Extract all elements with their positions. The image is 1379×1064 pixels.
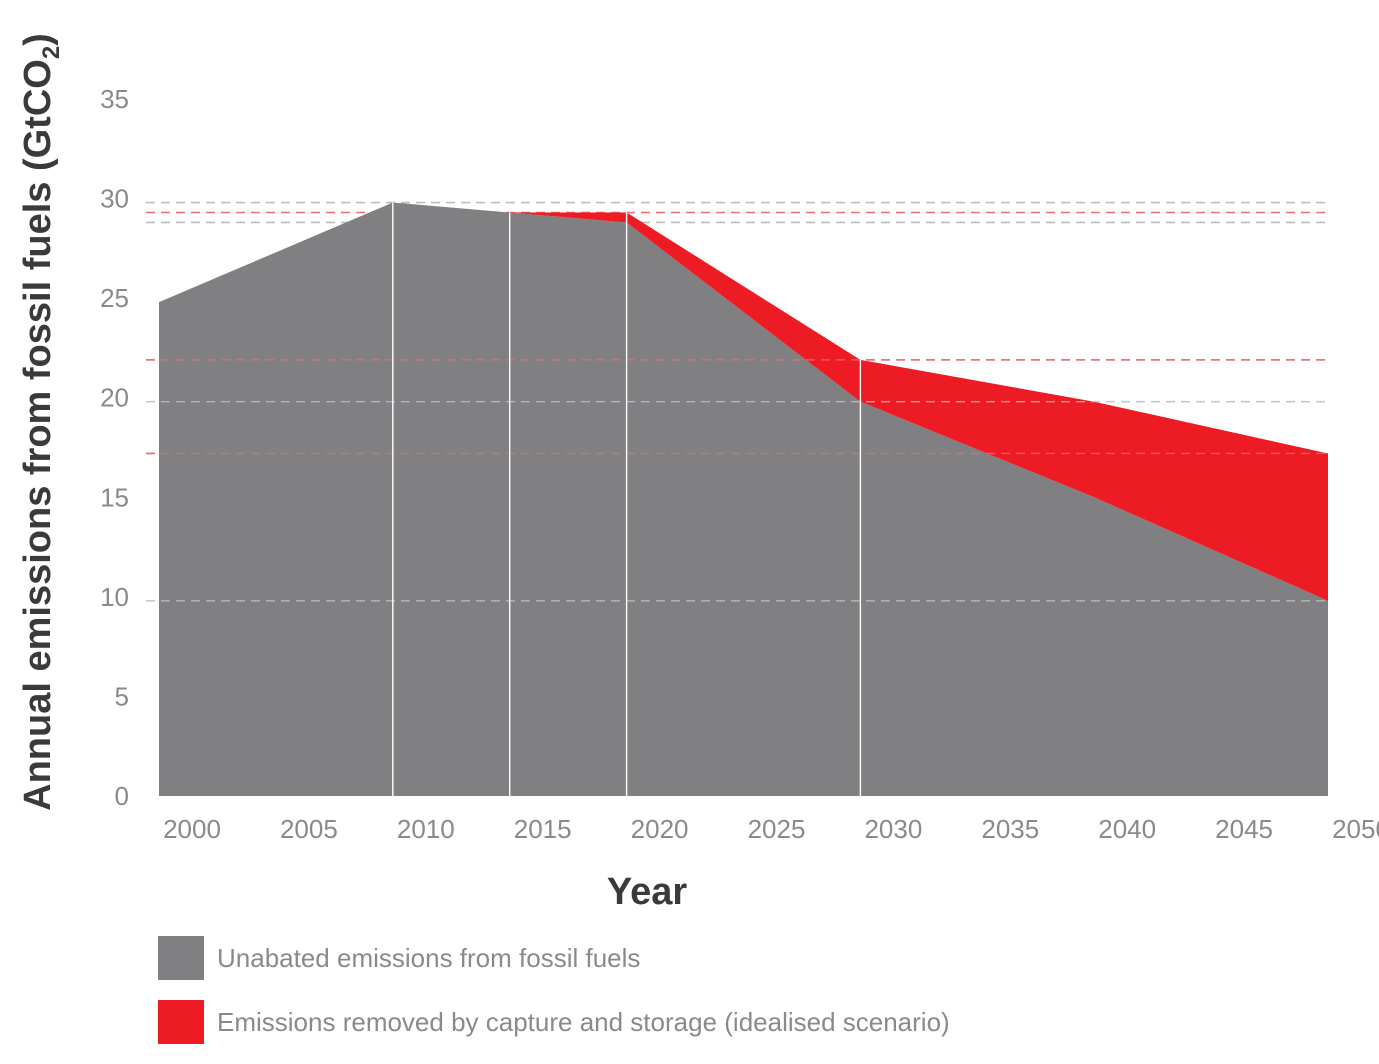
x-tick-label-2000: 2000	[163, 814, 221, 844]
x-axis-title: Year	[607, 871, 688, 913]
x-axis-ticks: 2000 2005 2010 2015 2020 2025 2030 2035 2040 2045…	[163, 814, 1379, 844]
legend-swatch-capture	[158, 1000, 204, 1044]
x-tick-label-2005: 2005	[280, 814, 338, 844]
y-axis-title-close: )	[17, 33, 59, 46]
y-tick-label-25: 25	[100, 283, 129, 313]
x-tick-label-2025: 2025	[748, 814, 806, 844]
chart-areas	[146, 202, 1328, 796]
x-tick-label-2035: 2035	[981, 814, 1039, 844]
y-axis-title: Annual emissions from fossil fuels (GtCO…	[17, 33, 65, 811]
x-tick-label-2040: 2040	[1098, 814, 1156, 844]
x-tick-label-2010: 2010	[397, 814, 455, 844]
x-tick-label-2030: 2030	[864, 814, 922, 844]
x-tick-label-2045: 2045	[1215, 814, 1273, 844]
y-tick-label-35: 35	[100, 84, 129, 114]
y-axis-title-main: Annual emissions from fossil fuels (GtCO	[17, 59, 59, 811]
x-tick-label-2020: 2020	[631, 814, 689, 844]
area-unabated-emissions	[159, 202, 1328, 796]
legend-swatch-unabated	[158, 936, 204, 980]
legend-label-unabated: Unabated emissions from fossil fuels	[217, 942, 641, 973]
y-tick-label-5: 5	[115, 681, 129, 711]
legend: Unabated emissions from fossil fuels Emi…	[158, 936, 950, 1064]
x-tick-label-2015: 2015	[514, 814, 572, 844]
vertical-markers	[392, 202, 862, 796]
legend-item-capture: Emissions removed by capture and storage…	[158, 1000, 950, 1044]
y-axis-ticks: 0 5 10 15 20 25 30 35	[100, 84, 129, 811]
area-captured-emissions	[509, 212, 1328, 601]
legend-item-unabated: Unabated emissions from fossil fuels	[158, 936, 950, 980]
legend-label-capture: Emissions removed by capture and storage…	[217, 1006, 950, 1037]
y-tick-label-20: 20	[100, 383, 129, 413]
x-tick-label-2050: 2050	[1332, 814, 1379, 844]
y-tick-label-15: 15	[100, 482, 129, 512]
y-tick-label-0: 0	[115, 781, 129, 811]
y-axis-title-subscript: 2	[38, 46, 65, 59]
y-tick-label-10: 10	[100, 582, 129, 612]
y-tick-label-30: 30	[100, 184, 129, 214]
